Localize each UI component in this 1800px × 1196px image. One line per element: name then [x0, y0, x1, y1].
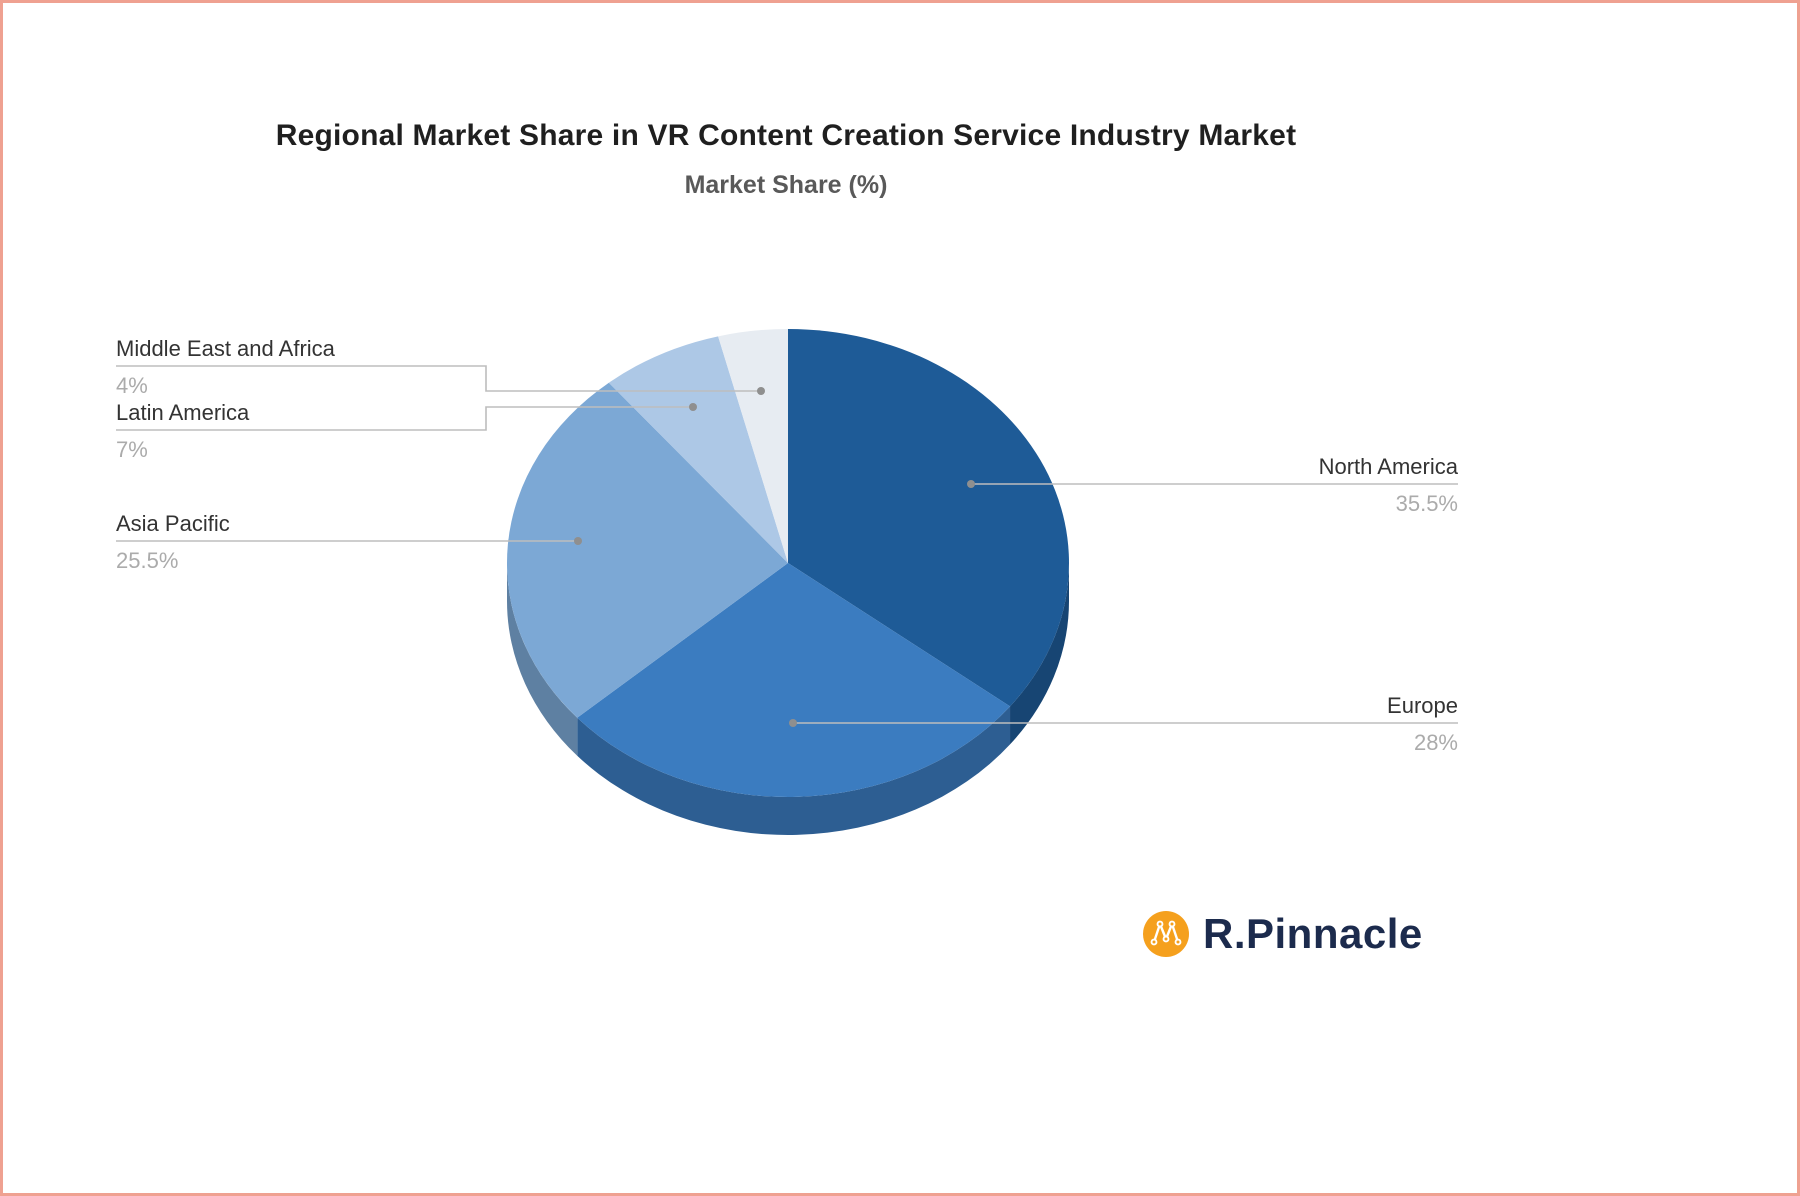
pie-slices [507, 329, 1069, 797]
slice-label: Middle East and Africa [116, 336, 336, 361]
pie-slice-latin-america[interactable] [608, 336, 788, 563]
pie-slice-north-america[interactable] [788, 329, 1069, 707]
slice-label: Latin America [116, 400, 250, 425]
pie-chart: North America 35.5% Europe 28% Asia Paci… [116, 329, 1459, 835]
pie-slice-middle-east-and-africa[interactable] [718, 329, 788, 563]
brand-logo: R.Pinnacle [1141, 909, 1423, 959]
callout-north-america: North America 35.5% [967, 454, 1459, 516]
slice-label: North America [1319, 454, 1459, 479]
slice-value: 7% [116, 437, 148, 462]
slice-value: 35.5% [1396, 491, 1458, 516]
chart-title: Regional Market Share in VR Content Crea… [275, 119, 1297, 152]
slice-label: Europe [1387, 693, 1458, 718]
network-nodes-icon [1143, 911, 1189, 957]
pie-side-europe [577, 706, 1011, 835]
leader-line [116, 365, 761, 392]
pie-slice-europe[interactable] [577, 563, 1011, 797]
pie-side-asia-pacific [507, 563, 578, 756]
slice-value: 28% [1414, 730, 1458, 755]
slice-label: Asia Pacific [116, 511, 230, 536]
pie-3d-sides [507, 563, 1069, 835]
callout-middle-east-and-africa: Middle East and Africa 4% [116, 336, 765, 398]
leader-dot [574, 537, 582, 545]
leader-dot [789, 719, 797, 727]
leader-dot [689, 403, 697, 411]
leader-dot [967, 480, 975, 488]
pie-side-north-america [1010, 563, 1069, 745]
callout-europe: Europe 28% [789, 693, 1458, 755]
leader-dot [757, 387, 765, 395]
callout-asia-pacific: Asia Pacific 25.5% [116, 511, 582, 573]
callout-latin-america: Latin America 7% [116, 400, 697, 462]
brand-logo-text: R.Pinnacle [1203, 910, 1423, 957]
leader-line [116, 406, 693, 431]
slice-value: 4% [116, 373, 148, 398]
slice-value: 25.5% [116, 548, 178, 573]
pie-slice-asia-pacific[interactable] [507, 382, 788, 718]
chart-subtitle: Market Share (%) [684, 171, 888, 199]
